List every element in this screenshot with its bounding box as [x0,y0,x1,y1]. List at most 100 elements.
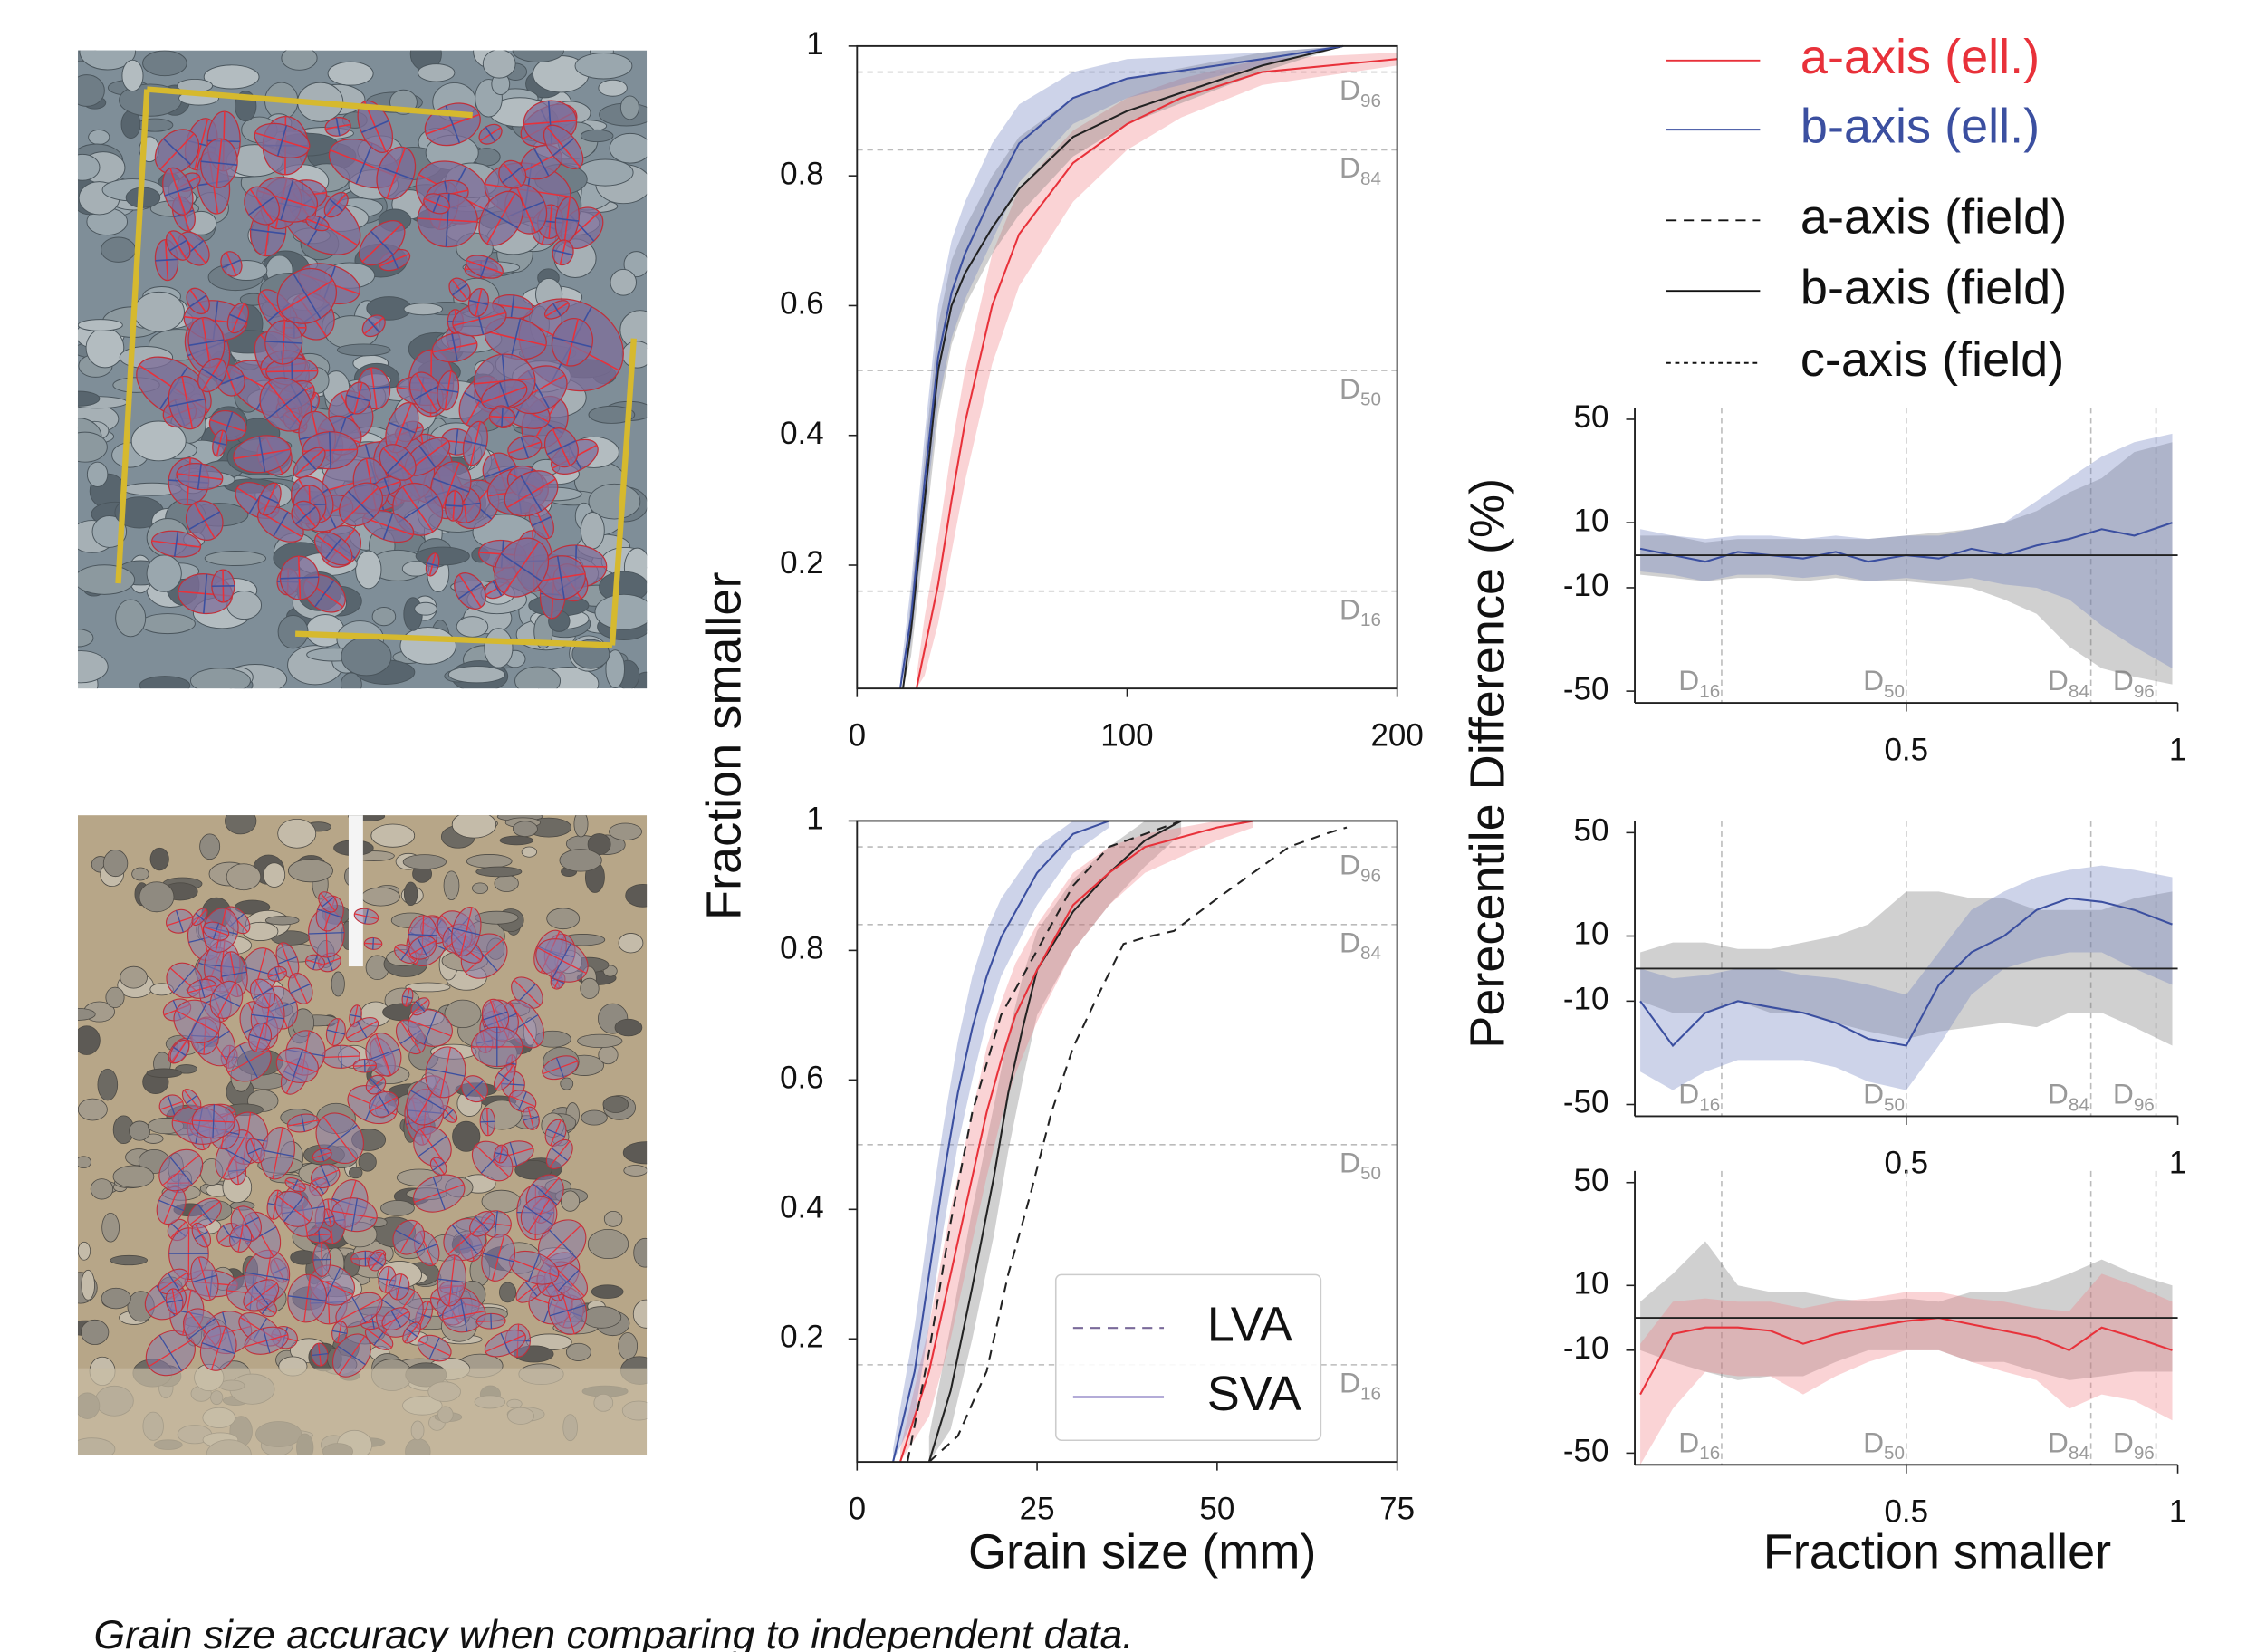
grain-b-axis [395,1229,423,1245]
grain-ellipse [244,186,280,226]
y-tick-label: 50 [1574,1163,1609,1198]
pebble [331,971,345,997]
grain-b-axis [378,1093,390,1116]
legend-label: c-axis (field) [1800,332,2064,387]
percentile-subscript: 96 [1360,866,1381,887]
pebble [226,863,262,891]
grain-ellipse [291,500,321,531]
grain-b-axis [280,178,294,221]
pebble [561,1190,580,1212]
grain-ellipse [318,891,338,913]
pebble [605,649,625,688]
grain-b-axis [250,228,286,235]
percentile-subscript: 96 [1360,91,1381,111]
grain-ellipse [357,100,394,153]
grain-b-axis [167,1273,180,1291]
grain-b-axis [464,439,487,447]
grain-ellipse [543,427,579,468]
pebble [403,881,418,907]
x-axis-label: Grain size (mm) [968,1525,1316,1580]
grain-b-axis [188,511,221,531]
grain-ellipse [425,1046,466,1099]
grain-ellipse [494,537,550,598]
pebble [77,153,101,181]
legend-label: b-axis (ell.) [1800,99,2040,153]
grain-b-axis [261,1149,294,1157]
grain-ellipse [331,1321,348,1344]
pebble [452,1120,481,1152]
grain-b-axis [290,983,312,994]
grain-ellipse [191,1222,212,1248]
pebble [115,599,147,638]
grain-b-axis [326,1029,345,1035]
grain-b-axis [312,955,318,970]
grain-ellipse [199,1325,237,1371]
pebble [88,129,110,145]
grain-b-axis [423,1011,437,1045]
pebble [77,1007,96,1021]
grain-ellipse [410,997,430,1016]
pebble [623,251,648,278]
x-tick-label: 50 [1199,1491,1234,1526]
grain-b-axis [490,1313,493,1330]
grain-b-axis [314,216,321,230]
grain-b-axis [549,1304,586,1317]
percentile-label: D96 [1340,73,1381,111]
pebble [341,637,392,677]
grain-b-axis [413,384,440,401]
pebble [623,1165,648,1177]
grain-ellipse [470,1026,523,1068]
grain-b-axis [188,339,225,347]
grain-b-axis [203,573,208,614]
pebble [577,1033,623,1049]
pebble [603,1210,623,1227]
grain-ellipse [324,117,351,137]
percentile-label: D96 [2113,1426,2155,1464]
percentile-subscript: 84 [2069,1444,2089,1465]
x-tick-label: 1 [2169,732,2186,767]
grain-b-axis [158,1334,183,1371]
grain-ellipse [504,470,559,517]
y-tick-label: 10 [1574,503,1609,538]
grain-ellipse [197,358,227,393]
percentile-subscript: 84 [2069,1095,2089,1116]
grain-ellipse [466,255,504,279]
grain-ellipse [276,267,337,324]
grain-ellipse [408,935,437,960]
x-tick-label: 1 [2169,1146,2186,1181]
legend-label: a-axis (ell.) [1800,30,2040,84]
grain-ellipse [484,1329,526,1358]
grain-ellipse [287,1273,327,1323]
grain-ellipse [260,1127,295,1180]
grain-b-axis [532,1183,558,1205]
grain-ellipse [191,1103,235,1139]
grain-b-axis [552,336,592,348]
pebble [415,546,470,566]
pebble [327,61,374,86]
pebble [559,849,602,872]
grain-b-axis [186,1094,197,1105]
grain-b-axis [389,1283,409,1290]
data-line [1639,897,2173,1048]
grain-ellipse [335,1292,383,1328]
pebble [371,607,397,627]
grain-b-axis [197,463,202,490]
grain-ellipse [339,482,384,527]
grain-ellipse [467,287,489,317]
grain-ellipse [249,978,276,1009]
grain-ellipse [475,1312,506,1330]
grain-ellipse [345,381,371,415]
grain-b-axis [239,1044,259,1079]
percentile-subscript: 16 [1699,1095,1720,1116]
grain-ellipse [469,1210,495,1237]
grain-b-axis [283,1196,304,1223]
grain-ellipse [200,138,238,188]
grain-ellipse [244,1326,289,1355]
pebble [131,867,149,881]
grain-b-axis [322,1124,358,1152]
pebble [281,50,318,71]
grain-b-axis [167,1095,176,1116]
x-tick-label: 25 [1020,1491,1055,1526]
caption: Grain size accuracy when comparing to in… [93,1613,1133,1652]
grain-b-axis [264,340,302,344]
